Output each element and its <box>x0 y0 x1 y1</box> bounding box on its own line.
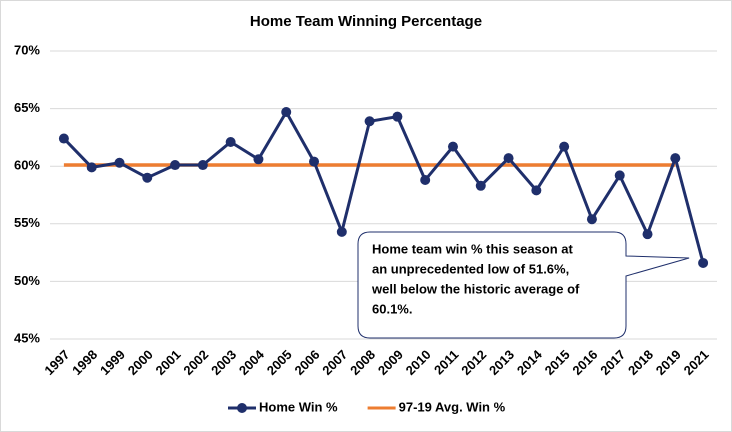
data-point <box>142 172 153 183</box>
data-point <box>586 214 597 225</box>
legend-item: 97-19 Avg. Win % <box>367 399 506 414</box>
chart-title: Home Team Winning Percentage <box>250 13 482 30</box>
series-line <box>62 109 705 264</box>
data-point <box>475 180 486 191</box>
y-tick-label: 50% <box>14 273 40 288</box>
data-point <box>420 175 431 186</box>
data-point <box>392 111 403 122</box>
annotation-text: well below the historic average of <box>371 281 580 296</box>
data-point <box>447 141 458 152</box>
y-tick-label: 60% <box>14 158 40 173</box>
data-point <box>114 157 125 168</box>
data-point <box>531 185 542 196</box>
data-point <box>225 137 236 148</box>
data-point <box>642 229 653 240</box>
data-point <box>670 153 681 164</box>
data-point <box>503 153 514 164</box>
data-point <box>698 257 709 268</box>
data-point <box>253 154 264 165</box>
y-tick-label: 55% <box>14 215 40 230</box>
legend-marker <box>237 403 247 413</box>
annotation-text: an unprecedented low of 51.6%, <box>372 261 569 276</box>
legend-label: Home Win % <box>259 399 338 414</box>
annotation-box <box>357 231 690 339</box>
y-tick-label: 70% <box>14 42 40 57</box>
data-point <box>197 160 208 171</box>
data-point <box>309 156 320 167</box>
data-point <box>336 226 347 237</box>
y-tick-label: 45% <box>14 330 40 345</box>
data-point <box>364 116 375 127</box>
legend-item: Home Win % <box>228 399 338 414</box>
data-point <box>281 107 292 118</box>
data-point <box>614 170 625 181</box>
y-tick-label: 65% <box>14 100 40 115</box>
data-point <box>86 162 97 173</box>
annotation-text: 60.1%. <box>372 301 412 316</box>
annotation-text: Home team win % this season at <box>372 241 574 256</box>
data-point <box>58 133 69 144</box>
legend-label: 97-19 Avg. Win % <box>399 399 506 414</box>
data-point <box>170 160 181 171</box>
data-point <box>559 141 570 152</box>
